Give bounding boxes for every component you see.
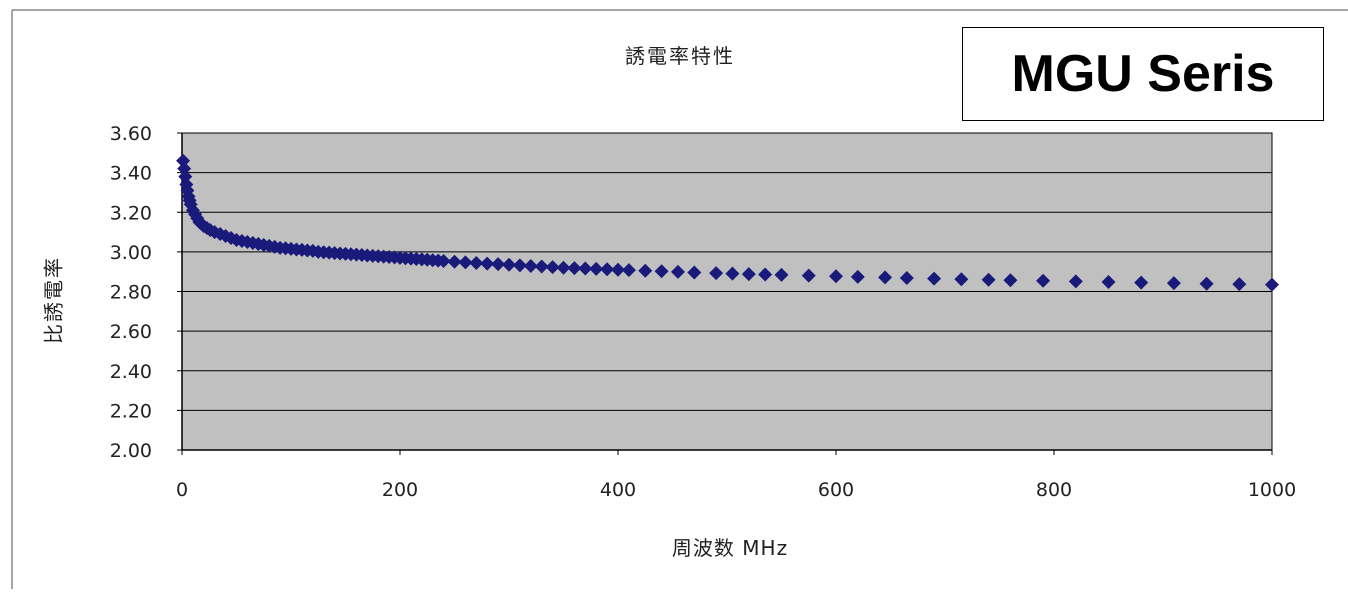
- data-point: [1134, 275, 1149, 290]
- data-point: [556, 260, 571, 275]
- data-point: [589, 261, 604, 276]
- x-tick-label: 200: [382, 479, 418, 501]
- data-point: [512, 258, 527, 273]
- x-tick-label: 400: [600, 479, 636, 501]
- data-point: [638, 263, 653, 278]
- y-tick-label: 3.60: [110, 123, 152, 145]
- y-tick-label: 3.40: [110, 163, 152, 185]
- data-point: [600, 262, 615, 277]
- series-label-box: MGU Seris: [962, 27, 1324, 121]
- data-point: [829, 269, 843, 284]
- y-tick-label: 2.20: [110, 400, 152, 422]
- data-point: [878, 270, 893, 285]
- y-tick-label: 2.00: [110, 440, 152, 462]
- data-point: [954, 272, 969, 287]
- data-point: [1101, 274, 1116, 289]
- data-point: [611, 262, 625, 277]
- data-point: [1068, 274, 1083, 289]
- data-point: [621, 263, 636, 278]
- x-tick-label: 600: [818, 479, 854, 501]
- data-point: [480, 256, 495, 271]
- y-tick-label: 2.80: [110, 282, 152, 304]
- y-axis-label: 比誘電率: [41, 256, 66, 344]
- data-point: [502, 257, 516, 272]
- data-point: [801, 268, 816, 283]
- data-point: [458, 255, 473, 270]
- data-point: [534, 259, 549, 274]
- data-point: [899, 271, 914, 286]
- data-point: [927, 271, 942, 286]
- x-tick-label: 0: [176, 479, 188, 501]
- data-point: [758, 267, 773, 282]
- data-point: [567, 261, 582, 276]
- x-tick-label: 1000: [1248, 479, 1296, 501]
- data-point: [1232, 277, 1247, 292]
- data-point: [436, 253, 451, 268]
- data-point: [774, 267, 789, 282]
- x-axis-label: 周波数 MHz: [671, 536, 789, 560]
- data-point: [725, 266, 740, 281]
- plot-area: 2.00 2.20 2.40 2.60 2.80 3.00 3.20 3.40 3.60 0 200…: [110, 123, 1296, 501]
- data-point: [545, 260, 560, 275]
- data-point: [469, 255, 484, 270]
- data-point: [741, 267, 756, 282]
- data-point: [1265, 277, 1279, 292]
- data-point: [491, 257, 506, 272]
- chart-title: 誘電率特性: [625, 44, 735, 68]
- data-point: [654, 264, 669, 279]
- data-point: [1036, 273, 1051, 288]
- data-point: [447, 254, 462, 269]
- data-point: [1199, 276, 1214, 291]
- data-point: [687, 265, 702, 280]
- y-tick-label: 3.00: [110, 242, 152, 264]
- y-tick-label: 2.40: [110, 361, 152, 383]
- data-point: [981, 272, 996, 287]
- data-point: [709, 266, 724, 281]
- data-point: [1166, 276, 1181, 291]
- data-point: [578, 261, 593, 276]
- data-point: [670, 264, 685, 279]
- x-tick-label: 800: [1036, 479, 1072, 501]
- y-tick-label: 3.20: [110, 202, 152, 224]
- data-point: [850, 269, 865, 284]
- y-tick-label: 2.60: [110, 321, 152, 343]
- data-point: [523, 258, 538, 273]
- data-point: [1003, 273, 1018, 288]
